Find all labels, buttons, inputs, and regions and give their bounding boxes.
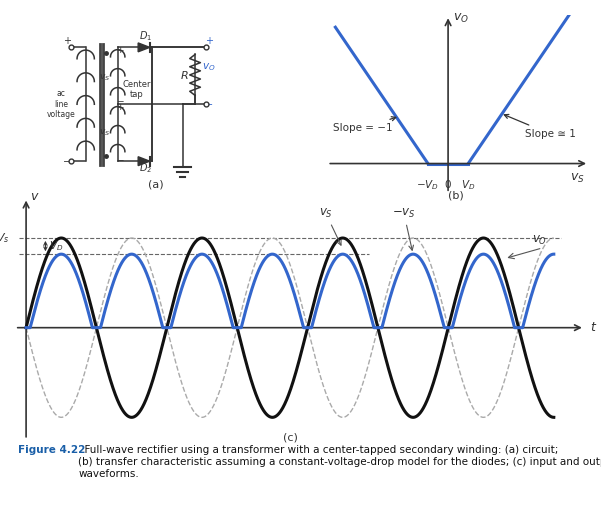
Text: $0$: $0$ (444, 178, 452, 190)
Text: $v$: $v$ (30, 190, 40, 203)
Text: $D_2$: $D_2$ (139, 161, 152, 175)
Text: −: − (63, 157, 71, 167)
Text: (b): (b) (448, 190, 464, 200)
Text: $-v_S$: $-v_S$ (392, 207, 416, 250)
Text: (c): (c) (282, 433, 297, 442)
Text: −: − (116, 96, 123, 105)
Text: Full-wave rectifier using a transformer with a center-tapped secondary winding: : Full-wave rectifier using a transformer … (78, 445, 601, 479)
Text: $D_1$: $D_1$ (139, 29, 152, 43)
Text: $v_S$: $v_S$ (319, 207, 341, 245)
Text: $v_S$: $v_S$ (99, 127, 110, 138)
Text: $V_D$: $V_D$ (49, 239, 63, 253)
Polygon shape (138, 157, 150, 165)
Text: $t$: $t$ (590, 321, 597, 334)
Text: $V_s$: $V_s$ (0, 231, 9, 245)
Text: −: − (205, 100, 213, 110)
Text: +: + (206, 36, 213, 46)
Text: Center
tap: Center tap (122, 79, 151, 99)
Text: −: − (116, 155, 123, 164)
Polygon shape (138, 43, 150, 52)
Text: (a): (a) (148, 180, 163, 189)
Text: $v_S$: $v_S$ (570, 173, 585, 185)
Text: $v_S$: $v_S$ (99, 72, 110, 83)
Text: $v_O$: $v_O$ (203, 61, 216, 73)
Text: $-V_D$: $-V_D$ (416, 178, 439, 192)
Text: Figure 4.22: Figure 4.22 (18, 445, 85, 455)
Text: +: + (116, 47, 123, 55)
Text: $V_D$: $V_D$ (461, 178, 475, 192)
Text: Slope ≅ 1: Slope ≅ 1 (504, 115, 575, 139)
Text: $R$: $R$ (180, 69, 189, 81)
Text: ac
line
voltage: ac line voltage (46, 90, 75, 119)
Text: $v_O$: $v_O$ (453, 12, 469, 26)
Text: Slope = −1: Slope = −1 (334, 117, 396, 133)
Text: $v_O$: $v_O$ (532, 234, 547, 247)
Text: +: + (116, 103, 123, 112)
Text: +: + (63, 36, 71, 46)
